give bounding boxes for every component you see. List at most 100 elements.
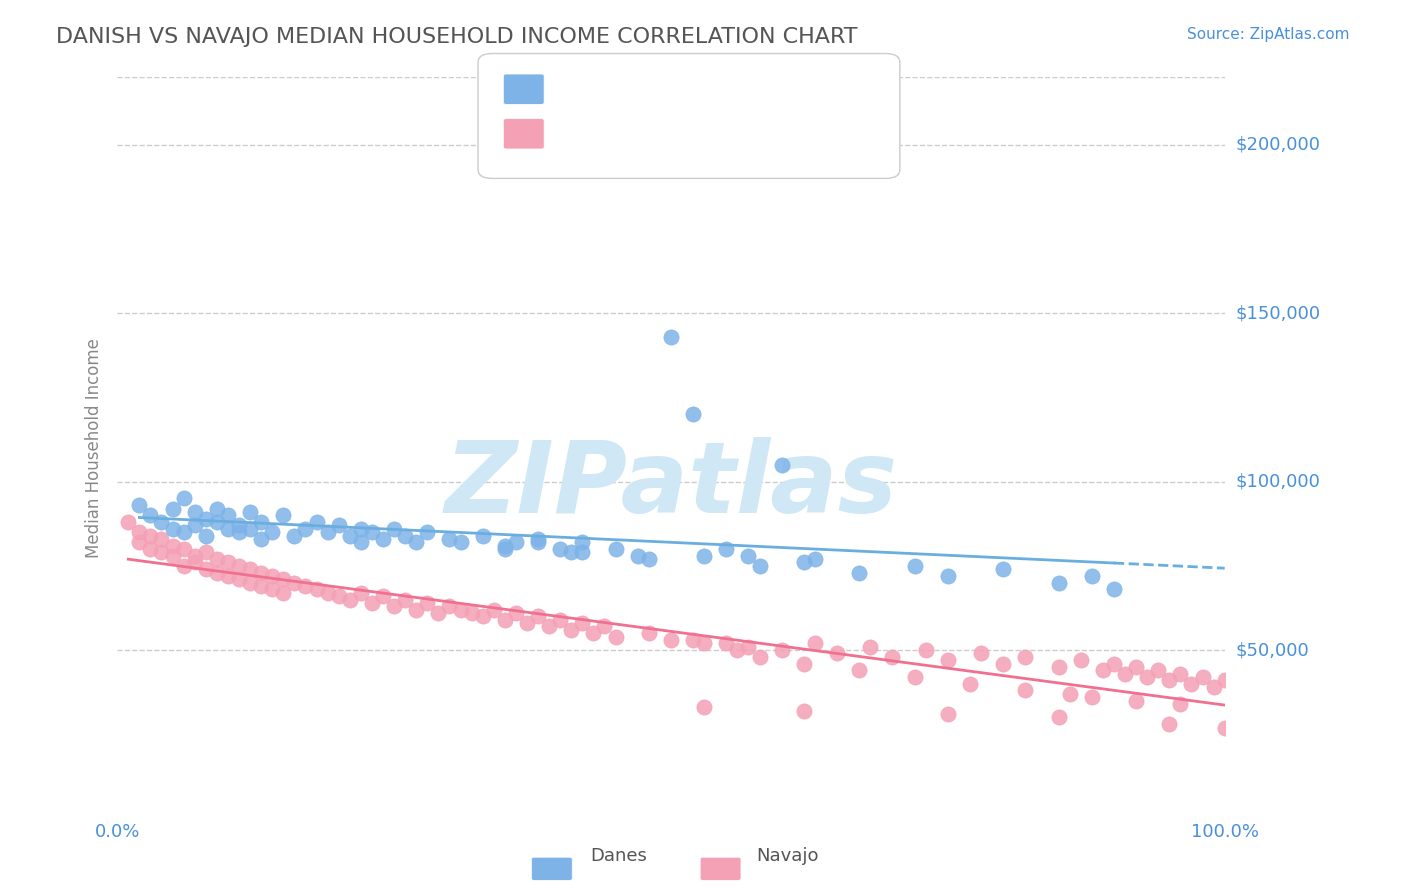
Point: [361, 596, 384, 610]
Point: [273, 586, 295, 600]
Point: [173, 525, 195, 540]
Point: [1213, 673, 1236, 688]
Point: [283, 575, 305, 590]
Point: [1191, 670, 1213, 684]
Point: [162, 522, 184, 536]
Point: [262, 582, 284, 597]
Point: [217, 522, 239, 536]
Point: [1091, 663, 1114, 677]
Point: [593, 619, 616, 633]
Text: N =: N =: [668, 125, 707, 143]
Point: [1170, 666, 1192, 681]
Point: [439, 599, 461, 614]
Point: [339, 528, 361, 542]
Point: [793, 657, 815, 671]
Point: [1125, 660, 1147, 674]
Point: [350, 586, 373, 600]
Point: [316, 586, 339, 600]
Point: [494, 613, 516, 627]
Point: [1081, 690, 1104, 705]
Point: [273, 572, 295, 586]
Point: [970, 647, 993, 661]
Point: [914, 643, 936, 657]
Point: [991, 562, 1014, 576]
Point: [571, 545, 593, 559]
Text: DANISH VS NAVAJO MEDIAN HOUSEHOLD INCOME CORRELATION CHART: DANISH VS NAVAJO MEDIAN HOUSEHOLD INCOME…: [56, 27, 858, 46]
Point: [793, 556, 815, 570]
Text: -0.201: -0.201: [598, 80, 662, 98]
Point: [427, 606, 450, 620]
Point: [1059, 687, 1081, 701]
Point: [659, 632, 682, 647]
Point: [139, 528, 162, 542]
Point: [538, 619, 561, 633]
Point: [194, 511, 217, 525]
Point: [294, 579, 316, 593]
Point: [139, 541, 162, 556]
Point: [416, 525, 439, 540]
Point: [150, 545, 173, 559]
Point: [682, 407, 704, 421]
Point: [217, 556, 239, 570]
Point: [150, 532, 173, 546]
Point: [804, 552, 827, 566]
Point: [328, 518, 350, 533]
Point: [693, 549, 716, 563]
Point: [859, 640, 882, 654]
Point: [716, 636, 738, 650]
Point: [228, 518, 250, 533]
Point: [1014, 683, 1036, 698]
Point: [239, 575, 262, 590]
Point: [205, 501, 228, 516]
Point: [737, 549, 759, 563]
Point: [1047, 710, 1070, 724]
Point: [560, 623, 582, 637]
Point: [162, 549, 184, 563]
Text: $200,000: $200,000: [1236, 136, 1320, 153]
Point: [637, 552, 659, 566]
Point: [936, 569, 959, 583]
Point: [936, 706, 959, 721]
Point: [394, 592, 416, 607]
Point: [239, 522, 262, 536]
Point: [205, 515, 228, 529]
Y-axis label: Median Household Income: Median Household Income: [86, 338, 103, 558]
Point: [250, 579, 273, 593]
Point: [183, 518, 205, 533]
Point: [770, 643, 793, 657]
Point: [128, 525, 150, 540]
Point: [527, 532, 550, 546]
Point: [439, 532, 461, 546]
Point: [571, 616, 593, 631]
Point: [959, 677, 981, 691]
Text: N =: N =: [668, 80, 707, 98]
Point: [139, 508, 162, 523]
Point: [494, 541, 516, 556]
Point: [1202, 680, 1225, 694]
Text: 68: 68: [714, 80, 740, 98]
Point: [936, 653, 959, 667]
Point: [1170, 697, 1192, 711]
Point: [848, 566, 870, 580]
Point: [494, 539, 516, 553]
Point: [405, 535, 427, 549]
Point: [228, 525, 250, 540]
Point: [350, 535, 373, 549]
Point: [1081, 569, 1104, 583]
Point: [183, 505, 205, 519]
Point: [582, 626, 605, 640]
Point: [1102, 582, 1125, 597]
Point: [548, 541, 571, 556]
Point: [205, 552, 228, 566]
Text: $150,000: $150,000: [1236, 304, 1320, 322]
Point: [183, 549, 205, 563]
Point: [1147, 663, 1170, 677]
Point: [328, 589, 350, 603]
Point: [991, 657, 1014, 671]
Point: [659, 330, 682, 344]
Point: [228, 558, 250, 573]
Point: [1213, 721, 1236, 735]
Point: [460, 606, 482, 620]
Point: [394, 528, 416, 542]
Point: [637, 626, 659, 640]
